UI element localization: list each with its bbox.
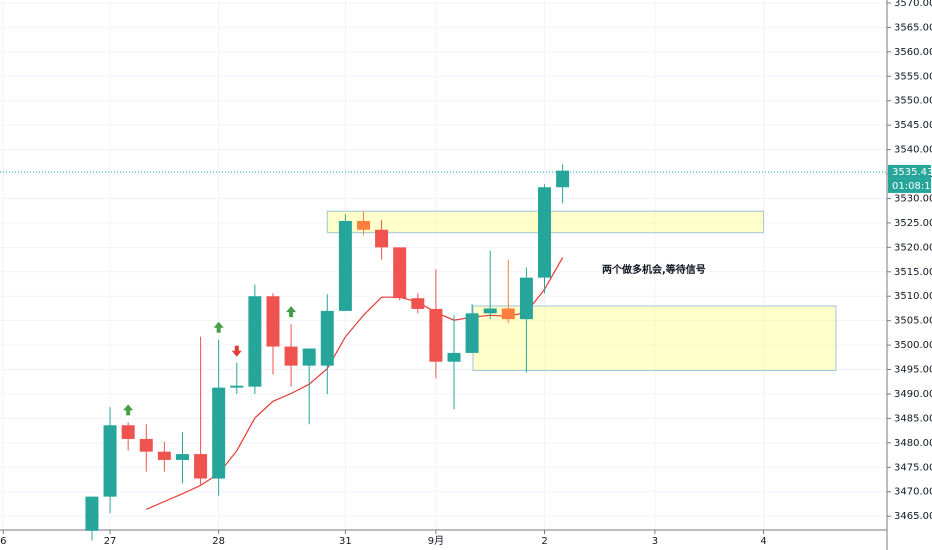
- y-tick-label: 3545.00: [894, 120, 932, 131]
- y-tick-label: 3510.00: [894, 291, 932, 302]
- annotation: 两个做多机会,等待信号: [602, 263, 706, 276]
- x-tick-label: 27: [104, 536, 117, 547]
- x-tick-label: 31: [339, 536, 352, 547]
- candle-body: [320, 310, 334, 366]
- candle-body: [556, 170, 570, 188]
- y-tick-label: 3490.00: [894, 389, 932, 400]
- candle-body: [103, 425, 117, 497]
- candle-body: [519, 277, 533, 320]
- y-tick-label: 3475.00: [894, 462, 932, 473]
- y-tick-label: 3495.00: [894, 365, 932, 376]
- countdown-box: [888, 178, 931, 193]
- y-tick-label: 3570.00: [894, 0, 932, 9]
- candle-body: [212, 387, 226, 479]
- y-tick-label: 3520.00: [894, 242, 932, 253]
- y-tick-label: 3565.00: [894, 22, 932, 33]
- candle-body: [447, 352, 461, 362]
- candle-body: [538, 187, 552, 278]
- candle-body: [139, 438, 153, 452]
- candle-body: [302, 348, 316, 366]
- candle-body: [266, 296, 280, 347]
- candle-body: [338, 220, 352, 311]
- signal-down: [231, 345, 242, 357]
- y-tick-label: 3485.00: [894, 413, 932, 424]
- candle-body: [465, 313, 479, 353]
- price-label-box: [888, 164, 931, 179]
- candle-body: [194, 454, 208, 479]
- y-tick-label: 3525.00: [894, 218, 932, 229]
- price-label: 3535.43: [892, 167, 932, 178]
- candle-body: [411, 298, 425, 309]
- y-tick-label: 3560.00: [894, 47, 932, 58]
- candle-body: [230, 385, 244, 388]
- y-tick-label: 3465.00: [894, 511, 932, 522]
- candle-body: [175, 454, 189, 460]
- y-tick-label: 3515.00: [894, 267, 932, 278]
- x-tick-label: 6: [0, 536, 6, 547]
- countdown: 01:08:10: [892, 181, 932, 192]
- candle-body: [284, 346, 298, 366]
- y-tick-label: 3480.00: [894, 438, 932, 449]
- candle-body: [393, 247, 407, 299]
- signal-up: [286, 306, 297, 318]
- x-tick-label: 28: [212, 536, 225, 547]
- x-tick-label: 9月: [428, 535, 444, 547]
- y-tick-label: 3470.00: [894, 487, 932, 498]
- signal-up: [123, 404, 134, 416]
- candle-body: [248, 296, 262, 387]
- y-tick-label: 3540.00: [894, 145, 932, 156]
- y-tick-label: 3505.00: [894, 316, 932, 327]
- candle-body: [157, 451, 171, 460]
- signal-up: [213, 321, 224, 333]
- candle-body: [375, 229, 389, 248]
- y-tick-label: 3550.00: [894, 96, 932, 107]
- candle-body: [121, 425, 135, 439]
- x-tick-label: 3: [652, 536, 658, 547]
- candle-body: [356, 220, 370, 230]
- x-tick-label: 2: [541, 536, 547, 547]
- candle-body: [501, 308, 515, 320]
- y-tick-label: 3555.00: [894, 71, 932, 82]
- candle-body: [483, 308, 497, 314]
- y-tick-label: 3530.00: [894, 193, 932, 204]
- candle-body: [85, 496, 99, 531]
- x-tick-label: 4: [760, 536, 766, 547]
- zone: [472, 305, 837, 372]
- candle-body: [429, 308, 443, 362]
- y-tick-label: 3500.00: [894, 340, 932, 351]
